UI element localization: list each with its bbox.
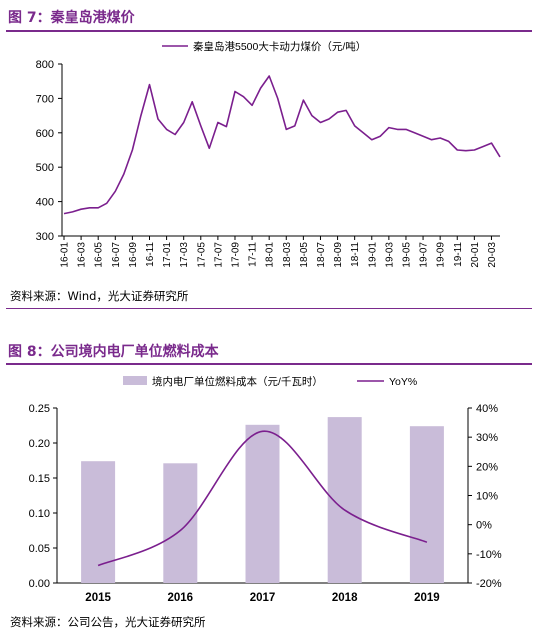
y-tick-label: 0.05 bbox=[29, 543, 50, 555]
x-tick-label: 19-11 bbox=[453, 242, 464, 267]
x-tick-label: 20-01 bbox=[470, 242, 481, 268]
x-tick-label: 2019 bbox=[414, 592, 440, 604]
x-tick-label: 18-09 bbox=[333, 242, 344, 268]
x-tick-label: 18-01 bbox=[265, 242, 276, 268]
x-tick-label: 19-05 bbox=[401, 242, 412, 268]
x-tick-label: 19-03 bbox=[384, 242, 395, 268]
y2-tick-label: 20% bbox=[476, 461, 498, 473]
x-tick-label: 20-03 bbox=[487, 242, 498, 268]
chart1-axes bbox=[61, 64, 500, 237]
fuel-cost-chart: 境内电厂单位燃料成本（元/千瓦时） YoY% 0.000.050.100.150.… bbox=[29, 375, 502, 604]
figure-7-title: 图 7：秦皇岛港煤价 bbox=[8, 10, 135, 26]
x-tick-label: 16-03 bbox=[77, 242, 88, 268]
x-tick-label: 19-01 bbox=[367, 242, 378, 268]
legend-swatch-fuel-cost bbox=[123, 376, 147, 385]
coal-price-chart: 秦皇岛港5500大卡动力煤价（元/吨） 300 400 500 600 700 800 1… bbox=[36, 40, 501, 268]
x-tick-label: 2016 bbox=[168, 592, 194, 604]
chart2-x-ticks: 2015 2016 2017 2018 2019 bbox=[85, 592, 439, 604]
y2-tick-label: 30% bbox=[476, 432, 498, 444]
legend-label-coal-price: 秦皇岛港5500大卡动力煤价（元/吨） bbox=[193, 40, 366, 53]
y-tick-label: 400 bbox=[36, 197, 54, 209]
y2-tick-label: 40% bbox=[476, 403, 498, 415]
bar-fuel-cost bbox=[409, 426, 444, 583]
x-tick-label: 16-07 bbox=[111, 242, 122, 268]
figure-8-source: 资料来源：公司公告，光大证券研究所 bbox=[10, 615, 206, 629]
figure-7-source: 资料来源：Wind，光大证券研究所 bbox=[10, 289, 189, 303]
x-tick-label: 16-01 bbox=[60, 242, 71, 268]
yoy-line bbox=[97, 430, 428, 567]
legend-label-fuel-cost: 境内电厂单位燃料成本（元/千瓦时） bbox=[152, 375, 323, 388]
y-tick-label: 300 bbox=[36, 231, 54, 243]
x-tick-label: 17-11 bbox=[248, 242, 259, 267]
chart1-x-ticks: 16-01 16-03 16-05 16-07 16-09 16-11 17-01 17-03… bbox=[60, 236, 498, 268]
x-tick-label: 2017 bbox=[250, 592, 276, 604]
x-tick-label: 16-11 bbox=[145, 242, 156, 267]
x-tick-label: 17-09 bbox=[230, 242, 241, 268]
bar-fuel-cost bbox=[163, 463, 198, 583]
x-tick-label: 18-03 bbox=[282, 242, 293, 268]
figure-8-title-rule bbox=[6, 363, 532, 365]
x-tick-label: 16-05 bbox=[94, 242, 105, 268]
x-tick-label: 16-09 bbox=[128, 242, 139, 268]
chart2-bars bbox=[81, 417, 444, 583]
chart2-series bbox=[97, 430, 428, 567]
y2-tick-label: 10% bbox=[476, 491, 498, 503]
y-tick-label: 0.15 bbox=[29, 473, 50, 485]
x-tick-label: 17-07 bbox=[213, 242, 224, 268]
x-tick-label: 18-11 bbox=[350, 242, 361, 267]
coal-price-line bbox=[63, 75, 501, 215]
y-tick-label: 500 bbox=[36, 162, 54, 174]
legend-label-yoy: YoY% bbox=[389, 376, 417, 388]
x-tick-label: 18-07 bbox=[316, 242, 327, 268]
chart1-y-ticks: 300 400 500 600 700 800 bbox=[36, 59, 62, 243]
figure-7-title-rule bbox=[6, 30, 532, 32]
y-tick-label: 800 bbox=[36, 59, 54, 71]
x-tick-label: 19-09 bbox=[436, 242, 447, 268]
y-tick-label: 0.00 bbox=[29, 578, 50, 590]
y2-tick-label: -10% bbox=[476, 549, 502, 561]
x-tick-label: 17-05 bbox=[196, 242, 207, 268]
chart2-y2-ticks: -20% -10% 0% 10% 20% 30% 40% bbox=[468, 403, 502, 590]
x-tick-label: 2018 bbox=[332, 592, 358, 604]
figure-8-title: 图 8：公司境内电厂单位燃料成本 bbox=[8, 344, 219, 360]
x-tick-label: 2015 bbox=[85, 592, 111, 604]
x-tick-label: 18-05 bbox=[299, 242, 310, 268]
y-tick-label: 700 bbox=[36, 93, 54, 105]
y-tick-label: 0.10 bbox=[29, 508, 50, 520]
chart1-series bbox=[63, 75, 501, 215]
y-tick-label: 0.25 bbox=[29, 403, 50, 415]
y2-tick-label: -20% bbox=[476, 578, 502, 590]
x-tick-label: 17-01 bbox=[162, 242, 173, 268]
bar-fuel-cost bbox=[245, 424, 280, 583]
chart2-y-ticks: 0.00 0.05 0.10 0.15 0.20 0.25 bbox=[29, 403, 57, 590]
y-tick-label: 0.20 bbox=[29, 438, 50, 450]
chart1-legend: 秦皇岛港5500大卡动力煤价（元/吨） bbox=[162, 40, 366, 53]
x-tick-label: 19-07 bbox=[419, 242, 430, 268]
y2-tick-label: 0% bbox=[476, 520, 492, 532]
y-tick-label: 600 bbox=[36, 128, 54, 140]
x-tick-label: 17-03 bbox=[179, 242, 190, 268]
chart2-legend: 境内电厂单位燃料成本（元/千瓦时） YoY% bbox=[123, 375, 417, 388]
bar-fuel-cost bbox=[81, 461, 116, 583]
figure-7-bottom-rule bbox=[6, 308, 532, 309]
